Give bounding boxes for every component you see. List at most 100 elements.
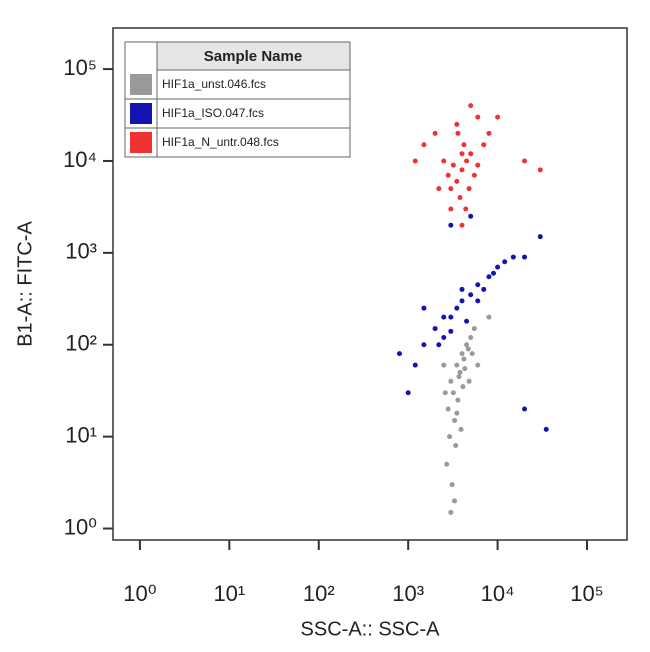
point <box>468 213 474 219</box>
point <box>452 417 458 423</box>
point <box>455 130 461 136</box>
point <box>537 167 543 173</box>
y-tick-label: 10¹ <box>65 422 97 447</box>
point <box>464 318 470 324</box>
point <box>454 362 460 368</box>
point <box>522 406 528 412</box>
point <box>445 406 451 412</box>
point <box>450 390 456 396</box>
point <box>448 206 454 212</box>
x-tick-label: 10⁵ <box>570 581 604 606</box>
legend-header <box>156 41 351 71</box>
point <box>481 286 487 292</box>
plot-frame <box>112 27 628 541</box>
point <box>448 328 454 334</box>
point <box>495 264 501 270</box>
x-tick-label: 10¹ <box>213 581 245 606</box>
point <box>448 509 454 515</box>
point <box>436 186 442 192</box>
point <box>463 206 469 212</box>
point <box>454 410 460 416</box>
point <box>454 178 460 184</box>
y-tick-label: 10⁰ <box>64 514 97 539</box>
point <box>459 222 465 228</box>
point <box>454 305 460 311</box>
point <box>445 172 451 178</box>
point <box>468 334 474 340</box>
point <box>522 254 528 260</box>
point <box>412 362 418 368</box>
point <box>537 234 543 240</box>
point <box>475 362 481 368</box>
point <box>441 362 447 368</box>
point <box>465 346 471 352</box>
y-tick-label: 10⁴ <box>63 147 97 172</box>
point <box>459 351 465 357</box>
point <box>475 162 481 168</box>
point <box>455 397 461 403</box>
point <box>462 366 468 372</box>
point <box>450 162 456 168</box>
legend-label: HIF1a_ISO.047.fcs <box>162 106 264 120</box>
x-tick-label: 10² <box>303 581 335 606</box>
x-axis-label: SSC-A:: SSC-A <box>301 618 441 640</box>
legend-swatch <box>130 74 152 95</box>
legend: Sample Name HIF1a_unst.046.fcs HIF1a_ISO.… <box>124 41 351 158</box>
x-tick-label: 10⁴ <box>481 581 515 606</box>
point <box>452 498 458 504</box>
point <box>486 274 492 280</box>
x-tick-label: 10³ <box>392 581 424 606</box>
legend-label: HIF1a_N_untr.048.fcs <box>162 135 279 149</box>
point <box>486 130 492 136</box>
point <box>460 384 466 390</box>
point <box>471 172 477 178</box>
point <box>464 342 470 348</box>
point <box>461 142 467 148</box>
point <box>491 270 497 276</box>
point <box>421 142 427 148</box>
point <box>475 298 481 304</box>
y-axis-label: B1-A:: FITC-A <box>14 221 36 347</box>
point <box>441 158 447 164</box>
point <box>481 142 487 148</box>
point <box>457 195 463 201</box>
point <box>421 342 427 348</box>
point <box>412 158 418 164</box>
y-tick-label: 10² <box>65 331 97 356</box>
point <box>421 305 427 311</box>
point <box>459 286 465 292</box>
point <box>459 151 465 157</box>
point <box>464 158 470 164</box>
point <box>448 222 454 228</box>
point <box>448 186 454 192</box>
point <box>510 254 516 260</box>
point <box>444 461 450 467</box>
point <box>469 351 475 357</box>
point <box>502 259 508 265</box>
legend-swatch <box>130 132 152 153</box>
point <box>475 282 481 288</box>
point <box>449 482 455 488</box>
y-tick-label: 10³ <box>65 239 97 264</box>
point <box>448 378 454 384</box>
point <box>486 314 492 320</box>
point <box>459 298 465 304</box>
point <box>461 356 467 362</box>
point <box>432 326 438 332</box>
point <box>454 121 460 127</box>
point <box>442 390 448 396</box>
point <box>458 426 464 432</box>
point <box>432 130 438 136</box>
legend-label: HIF1a_unst.046.fcs <box>162 77 266 91</box>
point <box>543 426 549 432</box>
point <box>453 443 459 449</box>
point <box>448 314 454 320</box>
point <box>466 186 472 192</box>
points <box>397 103 549 515</box>
point <box>441 334 447 340</box>
point <box>459 167 465 173</box>
point <box>466 378 472 384</box>
point <box>456 374 462 380</box>
